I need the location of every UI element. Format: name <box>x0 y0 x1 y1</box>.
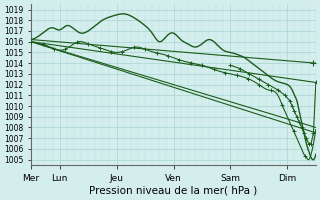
X-axis label: Pression niveau de la mer( hPa ): Pression niveau de la mer( hPa ) <box>89 186 258 196</box>
